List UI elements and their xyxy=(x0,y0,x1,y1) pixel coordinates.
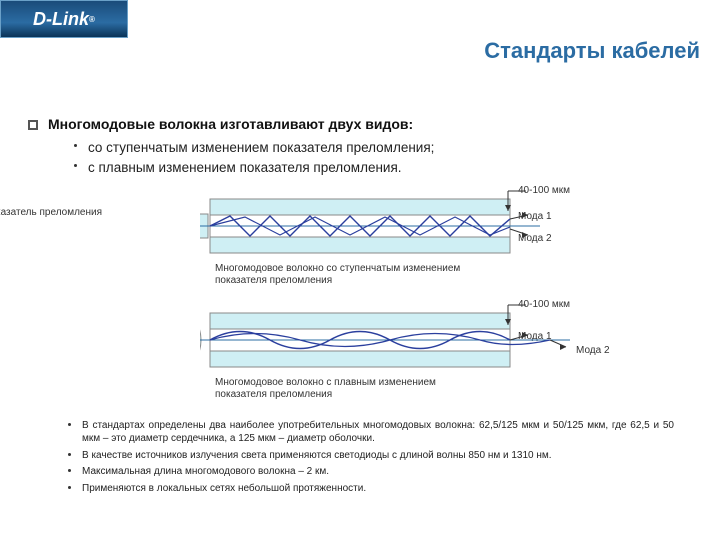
footnote-item: Максимальная длина многомодового волокна… xyxy=(68,465,674,479)
brand-logo: D-Link® xyxy=(0,0,128,38)
heading-bullet-icon xyxy=(28,120,38,130)
brand-text: D-Link xyxy=(33,9,89,30)
diagram-zone: Показатель преломления 40-100 мкм Мода 1… xyxy=(80,189,640,411)
caption-line: Многомодовое волокно с плавным изменение… xyxy=(215,377,436,389)
fiber-svg xyxy=(200,189,540,272)
heading-row: Многомодовые волокна изготавливают двух … xyxy=(28,116,692,132)
caption-line: показателя преломления xyxy=(215,389,436,401)
sub-item: с плавным изменением показателя преломле… xyxy=(74,158,692,178)
caption-line: показателя преломления xyxy=(215,275,460,287)
step-index-diagram: Показатель преломления 40-100 мкм Мода 1… xyxy=(80,189,640,297)
footnote-list: В стандартах определены два наиболее упо… xyxy=(68,419,674,496)
sub-list: со ступенчатым изменением показателя пре… xyxy=(74,138,692,179)
fiber-svg xyxy=(200,303,570,386)
graded-index-diagram: 40-100 мкм Мода 1 Мода 2 xyxy=(80,303,640,411)
caption-line: Многомодовое волокно со ступенчатым изме… xyxy=(215,263,460,275)
footnote-item: В качестве источников излучения света пр… xyxy=(68,449,674,463)
mode2-label: Мода 2 xyxy=(576,345,610,356)
refraction-label: Показатель преломления xyxy=(0,207,102,218)
caption-step: Многомодовое волокно со ступенчатым изме… xyxy=(215,261,460,287)
main-content: Многомодовые волокна изготавливают двух … xyxy=(0,38,720,495)
caption-graded: Многомодовое волокно с плавным изменение… xyxy=(215,375,436,401)
page-title: Стандарты кабелей xyxy=(484,38,700,64)
brand-reg: ® xyxy=(89,15,95,24)
sub-item: со ступенчатым изменением показателя пре… xyxy=(74,138,692,158)
heading-text: Многомодовые волокна изготавливают двух … xyxy=(48,116,413,132)
footnote-item: В стандартах определены два наиболее упо… xyxy=(68,419,674,446)
footnote-item: Применяются в локальных сетях небольшой … xyxy=(68,482,674,496)
